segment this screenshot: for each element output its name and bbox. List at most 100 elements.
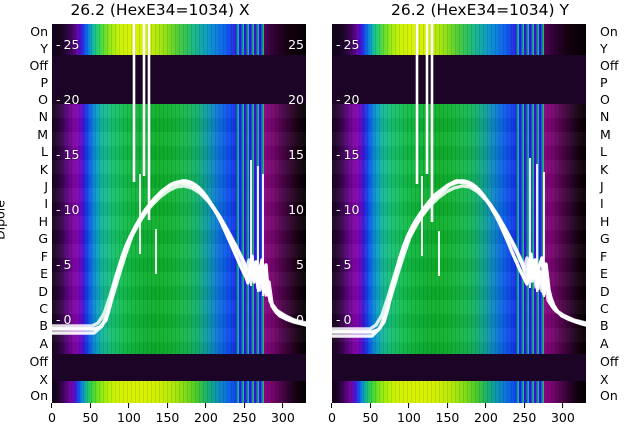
cat-g: G (38, 231, 48, 247)
y-tick-label-10-y: 10 (343, 202, 360, 217)
x-tick-mark-0 (51, 403, 53, 408)
overlay-trace-y (332, 24, 586, 403)
y-tick-15-y: -15 (336, 147, 359, 162)
y-tick-dash-0-y: - (336, 312, 341, 327)
cat-f: F (40, 248, 48, 264)
y-tick-25-y: -25 (336, 37, 359, 52)
y-axis-label-rotated: Dipole (0, 200, 8, 240)
y-tick-dash-15-y: - (336, 147, 341, 162)
cat-right-d: D (600, 283, 610, 299)
x-tick-mark-right-250 (523, 403, 525, 408)
x-tick-label-right-300: 300 (550, 410, 575, 425)
y-tick-dash-5: - (56, 257, 61, 272)
cat-right-on-bot: On (600, 387, 618, 403)
y-tick-label-5-y: 5 (343, 257, 352, 272)
y-tick-dash-15: - (56, 147, 61, 162)
cat-h: H (38, 213, 48, 229)
x-tick-mark-100 (128, 403, 130, 408)
cat-right-x: X (600, 371, 609, 387)
y-tick-dash-10-y: - (336, 202, 341, 217)
x-tick-label-300: 300 (270, 410, 295, 425)
x-tick-label-50: 50 (82, 410, 99, 425)
cat-p: P (40, 74, 48, 90)
y-tick-label-15: 15 (63, 147, 80, 162)
x-tick-0: 0 (48, 403, 56, 425)
heatmap-axes-x[interactable]: -25 -20 -15 -10 -5 -0 25 20 15 10 5 0 (52, 24, 306, 403)
y-tick-label-15-y: 15 (343, 147, 360, 162)
x-tick-label-right-50: 50 (362, 410, 379, 425)
cat-right-l: L (600, 143, 607, 159)
y-tick-label-25-y: 25 (343, 37, 360, 52)
category-label-column-left: On Y Off P O N M L K J I H G F E D C B A… (12, 24, 52, 403)
x-tick-label-right-150: 150 (435, 410, 460, 425)
x-tick-mark-right-100 (408, 403, 410, 408)
x-tick-right-300: 300 (551, 403, 575, 425)
cat-right-e: E (600, 265, 608, 281)
cat-c: C (39, 300, 48, 316)
cat-m: M (37, 126, 48, 142)
y-tick-0: -0 (56, 312, 71, 327)
y-tick-20: -20 (56, 92, 79, 107)
y-tick-label-20: 20 (63, 92, 80, 107)
x-tick-mark-50 (89, 403, 91, 408)
cat-off-bot: Off (29, 353, 48, 369)
x-tick-label-250: 250 (232, 410, 257, 425)
cat-right-off-bot: Off (600, 353, 619, 369)
y-tick-5: -5 (56, 257, 71, 272)
panel-y-title: 26.2 (HexE34=1034) Y (391, 1, 569, 19)
x-tick-right-150: 150 (435, 403, 460, 425)
y-tick-15: -15 (56, 147, 79, 162)
heatmap-band-gap-upper-y (332, 55, 586, 104)
panel-y: 26.2 (HexE34=1034) Y (320, 0, 640, 440)
cat-i: I (44, 196, 48, 212)
y-tick-label-0-y: 0 (343, 312, 352, 327)
x-tick-right-200: 200 (474, 403, 498, 425)
x-tick-mark-right-150 (446, 403, 448, 408)
y-tick-right-10: 10 (288, 202, 304, 217)
cat-right-n: N (600, 108, 610, 124)
y-tick-right-25: 25 (288, 37, 304, 52)
x-tick-mark-200 (205, 403, 207, 408)
x-tick-right-250: 250 (512, 403, 536, 425)
y-tick-label-10: 10 (63, 202, 80, 217)
x-tick-mark-right-0 (331, 403, 333, 408)
x-tick-mark-right-200 (485, 403, 487, 408)
cat-o: O (38, 91, 48, 107)
x-tick-label-0: 0 (48, 410, 56, 425)
x-tick-label-right-0: 0 (328, 410, 336, 425)
cat-right-m: M (600, 126, 611, 142)
x-tick-label-right-200: 200 (473, 410, 498, 425)
cat-right-f: F (600, 248, 608, 264)
cat-b: B (39, 318, 48, 334)
x-tick-mark-300 (282, 403, 284, 408)
y-tick-right-0: 0 (296, 312, 304, 327)
cat-l: L (41, 143, 48, 159)
cat-right-i: I (600, 196, 604, 212)
y-tick-dash-20: - (56, 92, 61, 107)
cat-d: D (38, 283, 48, 299)
x-tick-right-100: 100 (397, 403, 421, 425)
y-tick-label-5: 5 (63, 257, 72, 272)
cat-e: E (40, 265, 48, 281)
cat-right-on-top: On (600, 24, 618, 40)
y-tick-dash-5-y: - (336, 257, 341, 272)
cat-right-p: P (600, 74, 608, 90)
cat-right-off-top: Off (600, 57, 619, 73)
x-tick-300: 300 (271, 403, 295, 425)
heatmap-axes-y[interactable]: -25 -20 -15 -10 -5 -0 (332, 24, 586, 403)
overlay-trace-x (52, 24, 306, 403)
x-axis-right: 0 50 100 150 200 250 300 (328, 403, 586, 440)
y-tick-dash-25-y: - (336, 37, 341, 52)
cat-off-top: Off (29, 57, 48, 73)
y-tick-dash-20-y: - (336, 92, 341, 107)
y-tick-dash-10: - (56, 202, 61, 217)
x-tick-250: 250 (232, 403, 256, 425)
y-tick-right-15: 15 (288, 147, 304, 162)
cat-right-a: A (600, 335, 609, 351)
heatmap-band-gap-lower (52, 354, 306, 381)
panel-x: 26.2 (HexE34=1034) X Dipole On Y Off P O… (0, 1, 306, 425)
y-tick-label-0: 0 (63, 312, 72, 327)
panel-x-title: 26.2 (HexE34=1034) X (70, 1, 250, 19)
cat-right-b: B (600, 318, 609, 334)
